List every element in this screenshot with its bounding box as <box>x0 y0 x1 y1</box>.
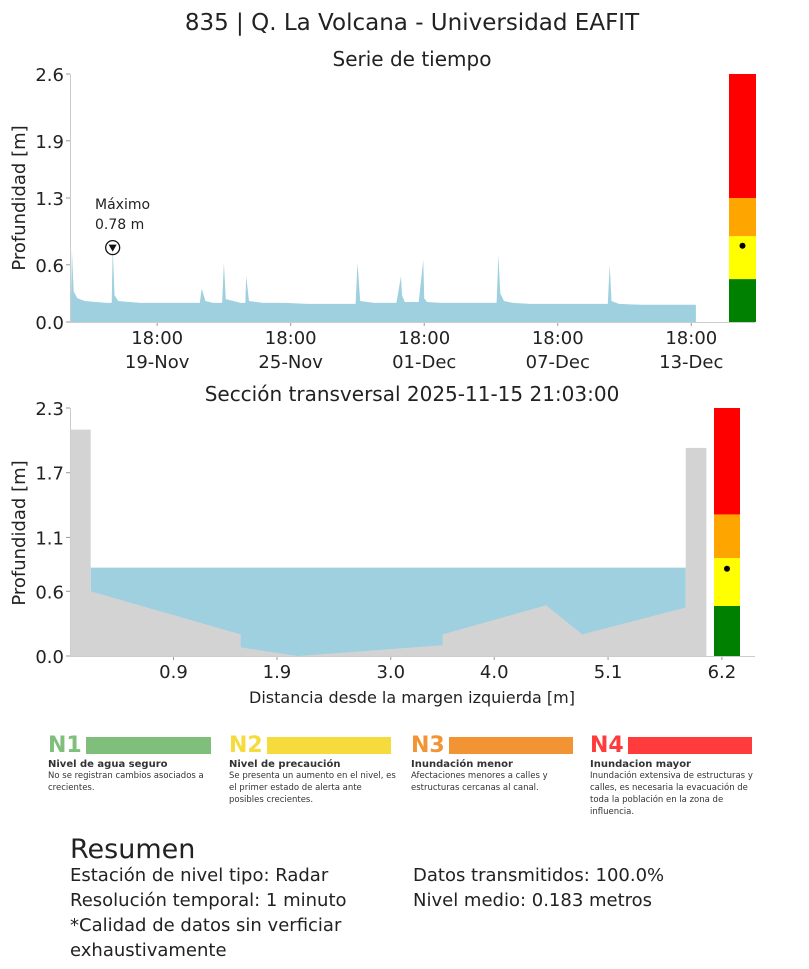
summary-data-transmitted: Datos transmitidos: 100.0% <box>413 865 665 886</box>
timeseries-y-axis: 0.0 0.6 1.3 1.9 2.6 <box>35 65 70 334</box>
level-segment <box>714 558 740 606</box>
max-annotation: Máximo 0.78 m <box>95 197 150 256</box>
max-marker-circle <box>105 239 121 256</box>
cross-section-chart: Sección transversal 2025-11-15 21:03:00 … <box>9 382 755 707</box>
figure-title: 835 | Q. La Volcana - Universidad EAFIT <box>185 10 640 36</box>
level-code: N4 <box>590 733 624 758</box>
y-tick-label: 0.0 <box>35 647 64 668</box>
current-level-dot <box>724 565 730 572</box>
timeseries-title: Serie de tiempo <box>333 47 492 71</box>
timeseries-chart: Serie de tiempo 0.0 0.6 1.3 1.9 2.6 18:00 19-… <box>9 47 756 373</box>
level-n1: N1 Nivel de agua seguro No se registran … <box>48 733 216 794</box>
timeseries-area <box>70 247 696 322</box>
level-segment <box>729 236 756 280</box>
level-description: Se presenta un aumento en el nivel, es e… <box>229 771 396 805</box>
max-label: Máximo <box>95 197 150 213</box>
x-tick-label: 6.2 <box>708 662 737 683</box>
timeseries-level-bar <box>729 74 756 322</box>
level-n3: N3 Inundación menor Afectaciones menores… <box>411 733 579 794</box>
alert-levels-legend: N1 Nivel de agua seguro No se registran … <box>48 733 760 833</box>
y-tick-label: 2.3 <box>35 399 64 420</box>
cross-section-ground <box>70 429 707 656</box>
level-segment <box>714 605 740 656</box>
x-tick-time-label: 18:00 <box>131 328 183 349</box>
x-tick-date-label: 01-Dec <box>392 352 456 373</box>
y-tick-label: 1.9 <box>35 132 64 153</box>
level-name: Nivel de precaución <box>229 759 341 770</box>
level-segment <box>729 279 756 322</box>
max-marker-triangle-icon <box>108 244 117 252</box>
level-description: Afectaciones menores a calles y estructu… <box>411 771 548 793</box>
timeseries-y-label: Profundidad [m] <box>9 125 30 270</box>
timeseries-x-axis: 18:00 19-Nov 18:00 25-Nov 18:00 01-Dec 18:00 07… <box>125 322 723 373</box>
summary-section: Resumen Estación de nivel tipo: Radar Re… <box>70 833 770 961</box>
level-segment <box>729 198 756 237</box>
y-tick-label: 0.6 <box>35 256 64 277</box>
y-tick-label: 0.6 <box>35 582 64 603</box>
level-name: Inundación menor <box>411 759 513 770</box>
x-tick-time-label: 18:00 <box>665 328 717 349</box>
x-tick-label: 1.9 <box>263 662 292 683</box>
x-tick-date-label: 19-Nov <box>125 352 190 373</box>
level-segment <box>714 514 740 559</box>
level-code: N2 <box>229 733 263 758</box>
level-code: N3 <box>411 733 445 758</box>
cross-section-x-axis: 0.9 1.9 3.0 4.0 5.1 6.2 <box>159 656 736 683</box>
x-tick-date-label: 07-Dec <box>526 352 590 373</box>
cross-section-level-bar <box>714 408 740 656</box>
y-tick-label: 2.6 <box>35 65 64 86</box>
level-description: Inundación extensiva de estructuras y ca… <box>590 771 753 817</box>
level-n2: N2 Nivel de precaución Se presenta un au… <box>229 733 397 806</box>
level-color-bar <box>266 737 391 754</box>
level-code: N1 <box>48 733 82 758</box>
level-n4: N4 Inundacion mayor Inundación extensiva… <box>590 733 758 818</box>
level-description: No se registran cambios asociados a crec… <box>48 771 204 793</box>
x-tick-date-label: 25-Nov <box>258 352 323 373</box>
x-tick-label: 3.0 <box>376 662 405 683</box>
cross-section-title: Sección transversal 2025-11-15 21:03:00 <box>205 382 620 406</box>
summary-station-type: Estación de nivel tipo: Radar <box>70 865 329 886</box>
level-color-bar <box>85 737 211 754</box>
summary-mean-level: Nivel medio: 0.183 metros <box>413 890 653 911</box>
x-tick-time-label: 18:00 <box>398 328 450 349</box>
y-tick-label: 1.1 <box>35 528 64 549</box>
cross-section-y-axis: 0.0 0.6 1.1 1.7 2.3 <box>35 399 70 668</box>
summary-right-column: Datos transmitidos: 100.0% Nivel medio: … <box>413 863 773 913</box>
x-tick-label: 5.1 <box>594 662 623 683</box>
max-value: 0.78 m <box>95 217 144 233</box>
y-tick-label: 1.3 <box>35 189 64 210</box>
x-tick-label: 0.9 <box>159 662 188 683</box>
y-tick-label: 1.7 <box>35 464 64 485</box>
y-tick-label: 0.0 <box>35 313 64 334</box>
level-name: Nivel de agua seguro <box>48 759 168 770</box>
level-color-bar <box>448 737 573 754</box>
x-tick-date-label: 13-Dec <box>659 352 723 373</box>
summary-quality-note: *Calidad de datos sin verficiar exhausti… <box>70 915 342 961</box>
summary-resolution: Resolución temporal: 1 minuto <box>70 890 347 911</box>
level-segment <box>714 408 740 515</box>
level-name: Inundacion mayor <box>590 759 691 770</box>
level-segment <box>729 74 756 198</box>
level-color-bar <box>627 737 752 754</box>
x-tick-time-label: 18:00 <box>532 328 584 349</box>
x-tick-time-label: 18:00 <box>265 328 317 349</box>
figure-canvas: 835 | Q. La Volcana - Universidad EAFIT … <box>9 10 756 707</box>
cross-section-x-label: Distancia desde la margen izquierda [m] <box>249 688 575 707</box>
current-level-dot <box>739 242 746 249</box>
x-tick-label: 4.0 <box>480 662 509 683</box>
summary-heading: Resumen <box>70 834 196 865</box>
cross-section-y-label: Profundidad [m] <box>9 460 30 605</box>
summary-left-column: Estación de nivel tipo: Radar Resolución… <box>70 863 390 963</box>
